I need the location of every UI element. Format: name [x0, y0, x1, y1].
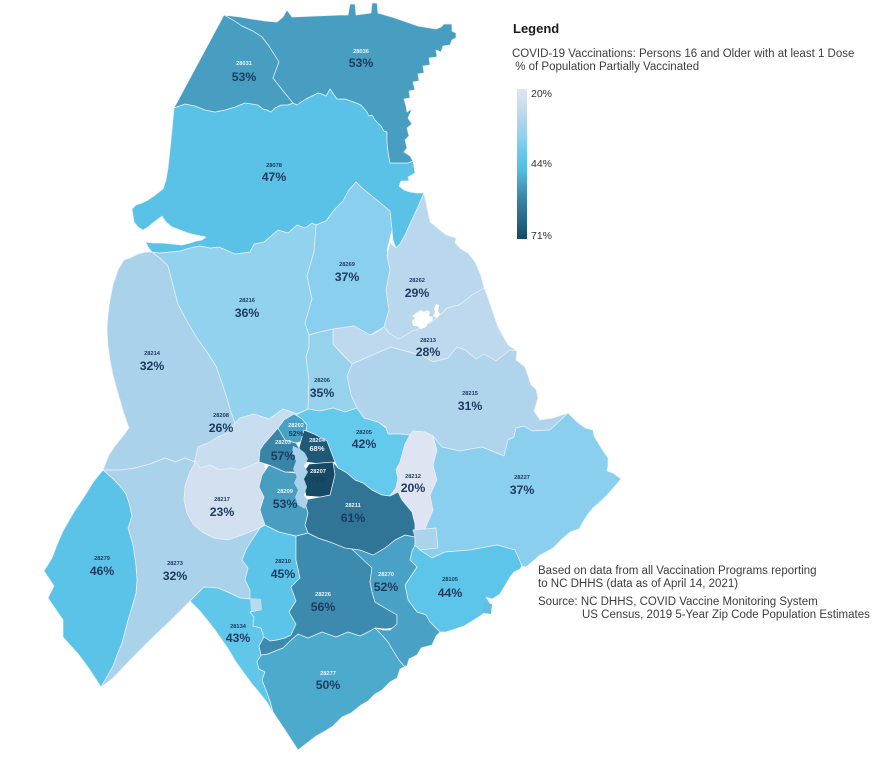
svg-text:45%: 45%	[271, 567, 296, 581]
svg-text:28211: 28211	[345, 503, 361, 509]
svg-text:42%: 42%	[352, 437, 377, 451]
svg-text:28210: 28210	[275, 559, 291, 565]
svg-text:53%: 53%	[349, 56, 374, 70]
svg-text:28204: 28204	[309, 438, 326, 444]
svg-text:28202: 28202	[288, 423, 304, 429]
svg-text:28270: 28270	[378, 572, 394, 578]
svg-text:28277: 28277	[320, 671, 336, 677]
svg-text:52%: 52%	[374, 580, 399, 594]
svg-text:28105: 28105	[442, 577, 458, 583]
svg-text:28214: 28214	[144, 351, 161, 357]
svg-text:28209: 28209	[277, 489, 293, 495]
svg-text:28036: 28036	[353, 49, 369, 55]
svg-text:28208: 28208	[213, 413, 229, 419]
svg-text:28217: 28217	[214, 497, 230, 503]
svg-text:56%: 56%	[311, 600, 336, 614]
svg-text:46%: 46%	[90, 564, 115, 578]
svg-text:71%: 71%	[311, 477, 326, 484]
svg-text:53%: 53%	[273, 497, 298, 511]
svg-text:28203: 28203	[275, 440, 291, 446]
svg-text:37%: 37%	[335, 270, 360, 284]
svg-text:43%: 43%	[226, 631, 251, 645]
svg-text:28269: 28269	[339, 262, 355, 268]
svg-text:28134: 28134	[230, 624, 247, 630]
svg-text:28%: 28%	[416, 345, 441, 359]
svg-text:28212: 28212	[405, 474, 421, 480]
svg-text:28262: 28262	[409, 278, 425, 284]
svg-text:35%: 35%	[310, 386, 335, 400]
svg-text:28227: 28227	[514, 475, 530, 481]
svg-text:53%: 53%	[232, 70, 257, 84]
svg-text:28031: 28031	[236, 61, 252, 67]
svg-text:50%: 50%	[316, 678, 341, 692]
svg-text:68%: 68%	[309, 444, 324, 453]
svg-text:28216: 28216	[239, 298, 255, 304]
svg-text:28206: 28206	[314, 378, 330, 384]
svg-text:28215: 28215	[462, 391, 478, 397]
svg-text:36%: 36%	[235, 306, 260, 320]
svg-text:37%: 37%	[510, 483, 535, 497]
svg-text:57%: 57%	[271, 449, 296, 463]
svg-text:44%: 44%	[438, 586, 463, 600]
svg-text:20%: 20%	[401, 481, 426, 495]
svg-text:32%: 32%	[140, 359, 165, 373]
svg-text:28279: 28279	[94, 556, 110, 562]
svg-text:61%: 61%	[341, 511, 366, 525]
svg-text:26%: 26%	[209, 421, 234, 435]
svg-text:31%: 31%	[458, 399, 483, 413]
svg-text:28205: 28205	[356, 430, 372, 436]
svg-text:47%: 47%	[262, 170, 287, 184]
svg-text:28226: 28226	[315, 592, 331, 598]
svg-text:23%: 23%	[210, 505, 235, 519]
svg-text:28078: 28078	[266, 163, 282, 169]
svg-text:32%: 32%	[163, 569, 188, 583]
svg-text:28207: 28207	[310, 469, 326, 475]
svg-text:29%: 29%	[405, 286, 430, 300]
svg-text:52%: 52%	[288, 429, 303, 438]
svg-text:28213: 28213	[420, 338, 436, 344]
svg-text:28273: 28273	[167, 561, 183, 567]
